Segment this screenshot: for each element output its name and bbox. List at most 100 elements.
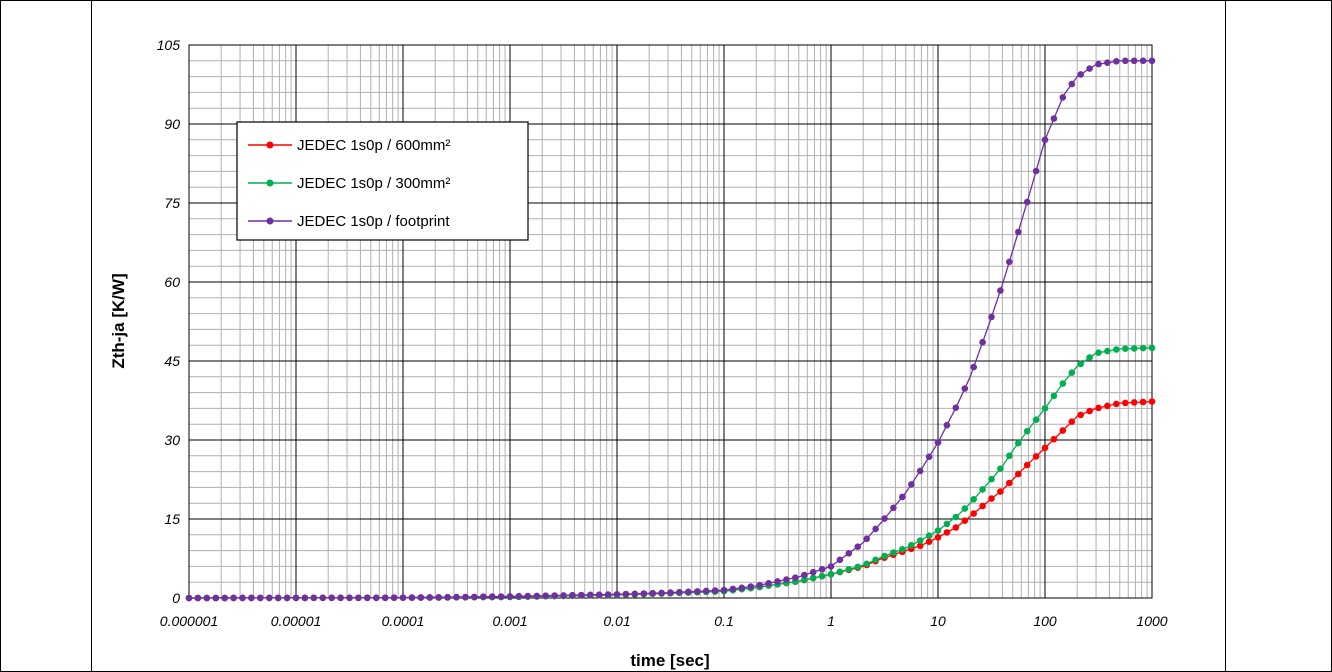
data-point [747,583,755,590]
data-point [1095,349,1102,357]
x-tick-label: 1000 [1136,613,1167,629]
data-point [1104,347,1111,355]
data-point [595,591,603,598]
data-point [988,495,995,502]
data-point [711,587,719,594]
data-point [801,576,808,584]
data-point [720,586,728,594]
data-point [444,593,451,601]
data-point [1122,345,1129,353]
data-point [988,313,995,321]
data-point [1032,453,1040,460]
data-point [925,453,933,461]
data-point [506,593,514,600]
data-point [952,513,960,521]
data-point [1148,344,1156,352]
data-point [908,541,915,549]
data-point [845,550,853,557]
data-point [435,594,443,601]
data-point [471,593,478,601]
data-point [355,594,362,602]
data-point [1059,380,1067,387]
data-point [1130,345,1138,352]
data-point [658,589,665,597]
data-point [212,594,220,602]
data-point [881,515,888,522]
data-point [934,439,942,446]
data-point [845,566,853,573]
series-line [188,400,1153,599]
data-point [328,594,336,602]
data-point [818,566,826,573]
data-point [203,594,211,602]
data-point [979,502,986,510]
data-point [310,594,318,602]
legend-swatch-marker [266,141,274,149]
data-point [818,572,826,580]
data-point [1050,115,1058,122]
data-point [961,505,969,512]
data-point [1032,167,1040,175]
data-point [649,589,656,597]
data-point [426,594,434,601]
data-point [560,592,567,599]
data-point [1050,392,1058,400]
data-point [274,594,282,602]
data-point [1059,427,1067,434]
data-point [1006,479,1013,487]
data-point [988,475,995,483]
y-tick-label: 45 [164,353,180,369]
data-point [872,525,879,533]
data-point [1113,400,1120,408]
data-point [1077,360,1084,368]
data-point [604,591,612,598]
data-point [836,556,844,564]
x-tick-label: 0.0001 [382,613,425,629]
data-point [1077,71,1084,78]
data-point [1086,354,1093,361]
legend-label: JEDEC 1s0p / footprint [297,213,450,230]
data-point [694,588,701,595]
data-point [756,581,763,589]
data-point [667,589,674,596]
data-point [916,542,924,550]
data-point [809,568,817,576]
data-point [533,592,541,600]
data-point [337,594,344,602]
data-point [765,580,772,587]
data-point [1050,435,1058,443]
data-point [774,578,781,585]
data-point [997,287,1004,294]
y-tick-label: 60 [164,274,180,290]
x-tick-label: 0.001 [492,613,527,629]
data-point [524,592,532,600]
data-point [257,594,264,602]
legend-swatch-marker [266,217,274,225]
data-point [1095,60,1102,68]
x-tick-labels: 0.000001 0.00001 0.0001 0.001 0.01 0.1 1 10 100 1… [160,613,1168,629]
data-point [480,593,487,600]
data-point [1077,411,1084,419]
data-point [221,594,228,602]
data-point [970,496,977,503]
data-point [319,594,327,602]
data-point [943,520,951,528]
data-point [390,594,398,601]
data-point [1139,57,1147,65]
data-point [881,552,888,560]
data-point [899,546,906,553]
data-point [292,594,300,602]
data-point [952,404,960,412]
data-point [961,517,969,524]
y-tick-label: 0 [172,590,180,606]
data-point [417,594,425,601]
data-point [729,585,737,593]
data-point [685,588,692,596]
data-point [1095,404,1102,412]
data-point [239,594,246,602]
data-point [908,481,915,488]
series-1 [185,398,1156,602]
data-point [925,538,933,545]
legend-swatch-marker [266,179,274,187]
